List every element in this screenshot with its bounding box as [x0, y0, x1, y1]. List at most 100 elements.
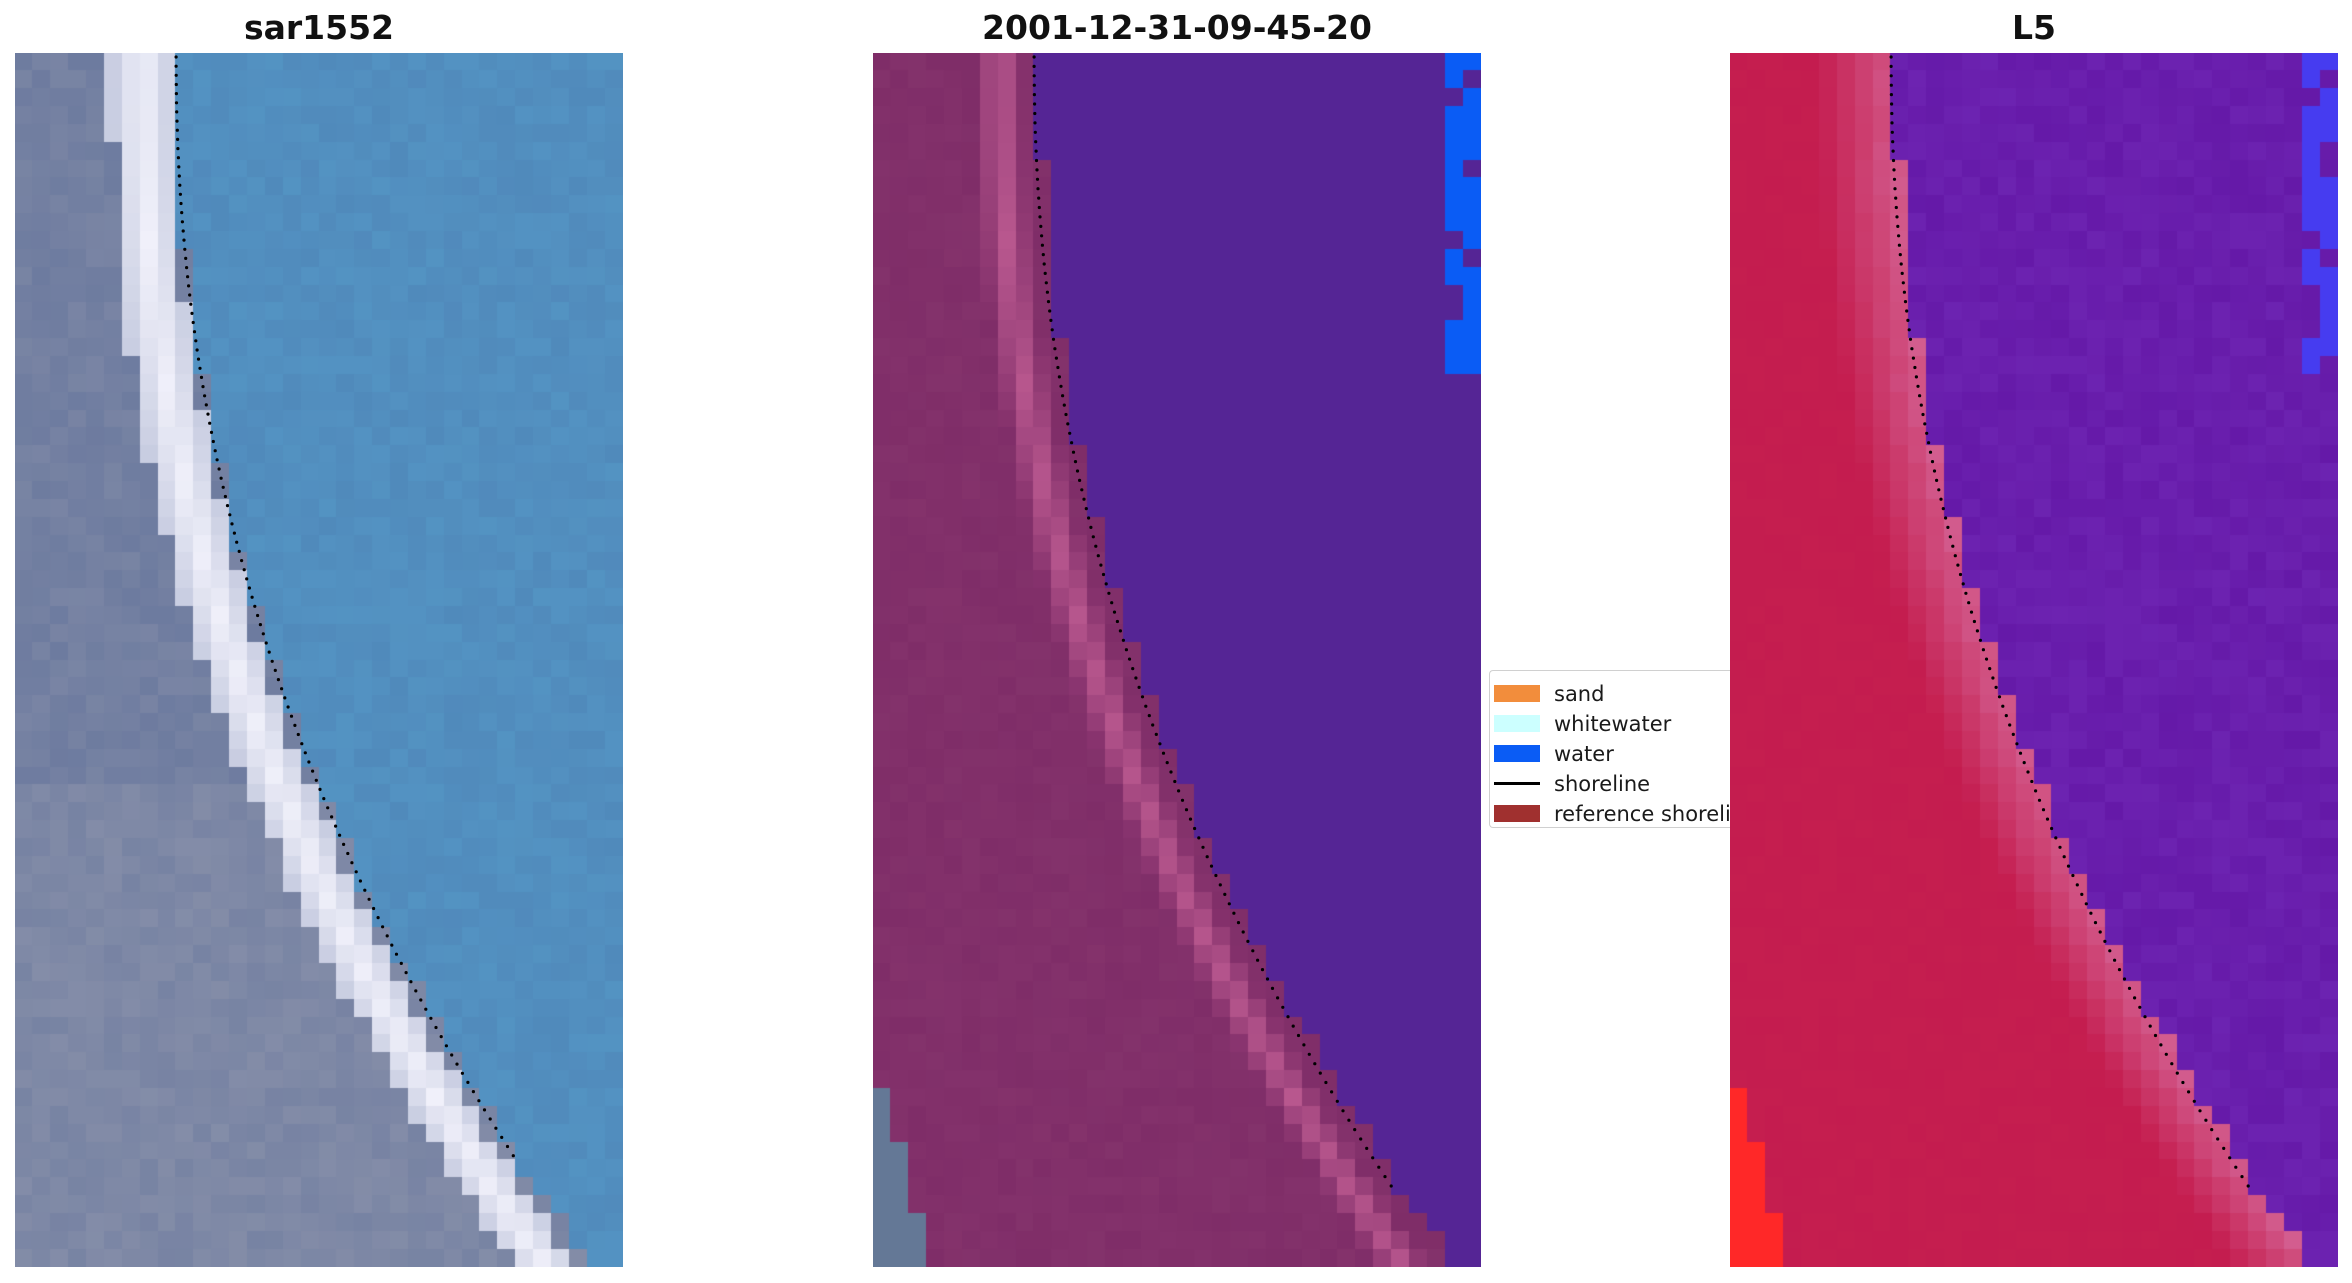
shoreline-dot [381, 925, 385, 929]
shoreline-dot [1169, 770, 1173, 774]
shoreline-dot [1296, 1033, 1301, 1038]
shoreline-dot [179, 201, 183, 206]
shoreline-dot [1107, 591, 1111, 595]
shoreline-dot [225, 504, 230, 508]
shoreline-dot [1890, 111, 1894, 116]
shoreline-dot [2034, 789, 2038, 793]
shoreline-dot [177, 174, 181, 178]
shoreline-dot [1115, 619, 1119, 624]
shoreline-dot [2089, 911, 2093, 915]
shoreline-dot [1901, 281, 1905, 285]
shoreline-dot [1889, 74, 1893, 78]
shoreline-dot [1223, 892, 1227, 897]
shoreline-dot [1890, 102, 1894, 106]
shoreline-dot [1073, 460, 1078, 464]
shoreline-dot [209, 430, 214, 434]
shoreline-dot [1112, 610, 1117, 614]
shoreline-dot [189, 302, 193, 306]
shoreline-dot [203, 394, 207, 398]
shoreline-dot [1057, 375, 1061, 379]
shoreline-dot [1032, 74, 1036, 78]
shoreline-dot [199, 375, 204, 379]
shoreline-dot [174, 92, 178, 96]
shoreline-dot [1981, 648, 1985, 652]
shoreline-dot [2080, 892, 2084, 897]
shoreline-dot [289, 714, 294, 718]
shoreline-dot [196, 357, 201, 361]
shoreline-dot [1184, 808, 1189, 812]
shoreline-dot [1040, 234, 1044, 238]
shoreline-dot [488, 1117, 492, 1121]
shoreline-dot [1232, 911, 1236, 915]
shoreline-dot [1286, 1015, 1290, 1019]
shoreline-dot [213, 449, 217, 453]
shoreline-dot [1997, 695, 2002, 699]
shoreline-dot [178, 183, 182, 187]
shoreline-dot [511, 1154, 515, 1158]
shoreline-dot [2015, 742, 2019, 746]
shoreline-dot [500, 1135, 504, 1139]
shoreline-dot [174, 101, 179, 105]
shoreline-dot [198, 366, 202, 370]
shoreline-dot [1991, 676, 1995, 680]
shoreline-dot [1082, 497, 1086, 501]
shoreline-dot [1891, 140, 1895, 144]
shoreline-dot [1041, 253, 1045, 257]
shoreline-dot [1205, 855, 1209, 859]
shoreline-dot [1071, 450, 1076, 454]
shoreline-dot [1251, 949, 1255, 953]
shoreline-dot [2062, 855, 2066, 859]
shoreline-dot [1281, 1005, 1285, 1009]
shoreline-dot [247, 586, 251, 590]
shoreline-dot [2001, 704, 2005, 708]
shoreline-dot [1925, 431, 1929, 435]
shoreline-dot [1896, 224, 1900, 228]
shoreline-dot [424, 1007, 428, 1011]
shoreline-dot [2138, 1005, 2142, 1009]
shoreline-dot [253, 604, 257, 608]
shoreline-dot [184, 256, 188, 260]
shoreline-dot [1948, 535, 1952, 539]
shoreline-dot [1084, 507, 1088, 511]
shoreline-dot [1032, 83, 1036, 87]
shoreline-dot [176, 156, 180, 160]
shoreline-dot [2117, 968, 2122, 972]
shoreline-dot [404, 971, 408, 975]
legend-label-whitewater: whitewater [1554, 712, 1672, 736]
shoreline-dot [283, 696, 287, 700]
shoreline-dot [1941, 507, 1945, 511]
shoreline-dot [1046, 300, 1051, 304]
shoreline-dot [267, 650, 271, 654]
shoreline-dot [1961, 582, 1965, 586]
shoreline-dot [409, 980, 413, 984]
shoreline-dot [1173, 779, 1177, 784]
shoreline-dot [1193, 826, 1197, 831]
shoreline-dot [466, 1080, 470, 1084]
shoreline-dot [1134, 676, 1138, 680]
shoreline-dot [1930, 460, 1935, 464]
shoreline-dot [256, 613, 260, 618]
shoreline-dot [2108, 949, 2112, 953]
shoreline-dot [307, 760, 311, 764]
shoreline-dot [494, 1126, 498, 1130]
shoreline-dot [192, 330, 197, 334]
shoreline-dot [176, 137, 180, 141]
shoreline-dot [174, 64, 178, 68]
shoreline-dot [1096, 554, 1100, 558]
shoreline-dot [1043, 271, 1047, 275]
shoreline-dot [217, 467, 221, 471]
shoreline-dot [1099, 563, 1103, 567]
shoreline-dot [1137, 685, 1141, 690]
shoreline-dot [2071, 873, 2075, 878]
shoreline-dot [235, 540, 239, 544]
shoreline-dot [1951, 544, 1955, 548]
shoreline-dot [2037, 798, 2042, 802]
shoreline-overlay-2 [1032, 55, 1393, 1188]
shoreline-dot [354, 870, 358, 874]
shoreline-dot [191, 320, 195, 325]
shoreline-dot [1032, 64, 1036, 68]
shoreline-line-swatch [1494, 782, 1540, 785]
shoreline-dot [1104, 582, 1108, 586]
shoreline-dot [419, 998, 423, 1002]
shoreline-dot [342, 842, 346, 847]
